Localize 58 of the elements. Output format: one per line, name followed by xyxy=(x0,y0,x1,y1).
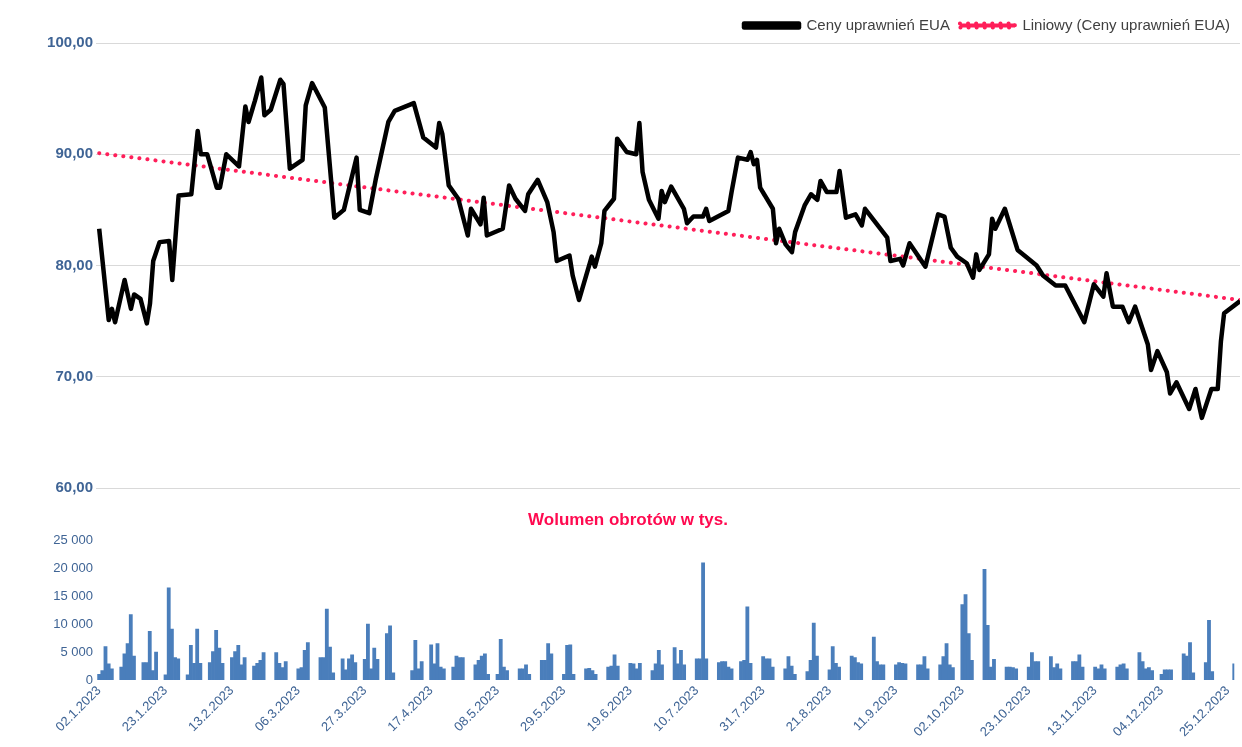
bar xyxy=(188,645,193,680)
bar xyxy=(429,644,434,680)
legend-label: Ceny uprawnień EUA xyxy=(806,15,950,33)
bar xyxy=(871,636,876,680)
bar xyxy=(656,650,661,680)
bar xyxy=(305,642,310,680)
bar xyxy=(147,631,152,680)
bar xyxy=(811,622,816,680)
y-tick-label: 70,00 xyxy=(55,366,93,384)
bar xyxy=(419,661,424,680)
y-tick-label: 60,00 xyxy=(55,478,93,496)
bar xyxy=(1102,668,1107,680)
bar xyxy=(1077,654,1082,680)
y-tick-label: 20 000 xyxy=(53,559,93,575)
bar xyxy=(388,625,392,680)
bar xyxy=(128,614,133,680)
bar xyxy=(1169,669,1173,680)
y-tick-label: 100,00 xyxy=(47,33,93,51)
bar xyxy=(992,658,996,680)
bar xyxy=(154,651,158,680)
bar xyxy=(1048,656,1053,680)
bar xyxy=(366,623,370,680)
legend-label: Liniowy (Ceny uprawnień EUA) xyxy=(1022,15,1230,33)
bar xyxy=(1188,642,1192,680)
bar xyxy=(745,606,750,680)
bar xyxy=(340,658,345,680)
y-tick-label: 25 000 xyxy=(53,531,93,547)
bar xyxy=(1232,663,1235,680)
bar xyxy=(483,653,487,680)
bar xyxy=(837,666,841,680)
bar xyxy=(176,658,181,680)
bar xyxy=(242,657,247,680)
bar xyxy=(679,650,683,680)
bar xyxy=(324,608,329,680)
bar xyxy=(637,662,642,680)
y-tick-label: 80,00 xyxy=(55,255,93,273)
y-tick-label: 10 000 xyxy=(53,615,93,631)
y-tick-label: 0 xyxy=(85,671,93,687)
bar xyxy=(498,638,503,680)
bar xyxy=(701,562,705,680)
bar xyxy=(1036,661,1041,680)
bar xyxy=(283,661,288,680)
bar xyxy=(413,640,418,680)
y-tick-label: 5 000 xyxy=(60,643,93,659)
y-tick-label: 90,00 xyxy=(55,144,93,162)
chart-title: Wolumen obrotów w tys. xyxy=(528,509,728,529)
bar xyxy=(1207,619,1211,680)
bar xyxy=(236,645,241,680)
bar xyxy=(672,647,677,680)
bar xyxy=(859,663,864,680)
y-tick-label: 15 000 xyxy=(53,587,93,603)
bar xyxy=(830,646,835,680)
bar xyxy=(524,664,528,680)
bar xyxy=(274,652,279,680)
bar xyxy=(195,628,200,680)
bar xyxy=(166,587,171,680)
bar xyxy=(505,670,509,680)
bar xyxy=(1014,668,1019,680)
